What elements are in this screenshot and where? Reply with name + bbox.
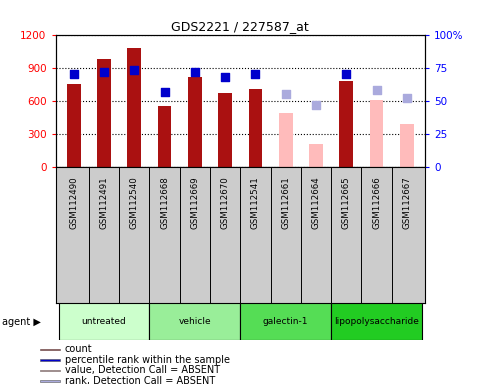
- Text: GSM112541: GSM112541: [251, 177, 260, 229]
- Text: GSM112491: GSM112491: [99, 177, 109, 229]
- Bar: [149, 303, 241, 340]
- Text: galectin-1: galectin-1: [263, 317, 309, 326]
- Bar: [279, 113, 293, 167]
- Text: GSM112670: GSM112670: [221, 177, 229, 229]
- Bar: [128, 48, 141, 167]
- Point: [130, 67, 138, 73]
- Title: GDS2221 / 227587_at: GDS2221 / 227587_at: [171, 20, 309, 33]
- Bar: [40, 380, 60, 382]
- Bar: [331, 303, 422, 340]
- Text: GSM112661: GSM112661: [281, 177, 290, 229]
- Bar: [40, 370, 60, 371]
- Bar: [400, 124, 413, 167]
- Bar: [249, 89, 262, 167]
- Text: value, Detection Call = ABSENT: value, Detection Call = ABSENT: [65, 366, 220, 376]
- Text: GSM112665: GSM112665: [342, 177, 351, 229]
- Bar: [58, 303, 149, 340]
- Point: [221, 74, 229, 80]
- Bar: [370, 100, 384, 167]
- Text: GSM112667: GSM112667: [402, 177, 412, 229]
- Point: [161, 88, 169, 94]
- Text: rank, Detection Call = ABSENT: rank, Detection Call = ABSENT: [65, 376, 215, 384]
- Text: agent ▶: agent ▶: [2, 316, 41, 327]
- Text: GSM112490: GSM112490: [69, 177, 78, 229]
- Text: GSM112666: GSM112666: [372, 177, 381, 229]
- Point: [282, 91, 290, 97]
- Point: [70, 71, 78, 78]
- Bar: [67, 84, 81, 167]
- Point: [403, 95, 411, 101]
- Point: [252, 71, 259, 78]
- Bar: [40, 349, 60, 350]
- Bar: [340, 81, 353, 167]
- Text: GSM112664: GSM112664: [312, 177, 321, 229]
- Text: vehicle: vehicle: [179, 317, 211, 326]
- Point: [373, 87, 381, 93]
- Bar: [188, 76, 202, 167]
- Bar: [309, 144, 323, 167]
- Point: [191, 69, 199, 75]
- Bar: [97, 59, 111, 167]
- Bar: [218, 93, 232, 167]
- Point: [100, 69, 108, 75]
- Text: GSM112540: GSM112540: [130, 177, 139, 229]
- Point: [342, 71, 350, 78]
- Bar: [40, 359, 60, 361]
- Bar: [241, 303, 331, 340]
- Text: GSM112669: GSM112669: [190, 177, 199, 229]
- Bar: [158, 106, 171, 167]
- Text: untreated: untreated: [82, 317, 127, 326]
- Point: [312, 102, 320, 108]
- Text: percentile rank within the sample: percentile rank within the sample: [65, 355, 230, 365]
- Text: lipopolysaccharide: lipopolysaccharide: [334, 317, 419, 326]
- Text: count: count: [65, 344, 92, 354]
- Text: GSM112668: GSM112668: [160, 177, 169, 229]
